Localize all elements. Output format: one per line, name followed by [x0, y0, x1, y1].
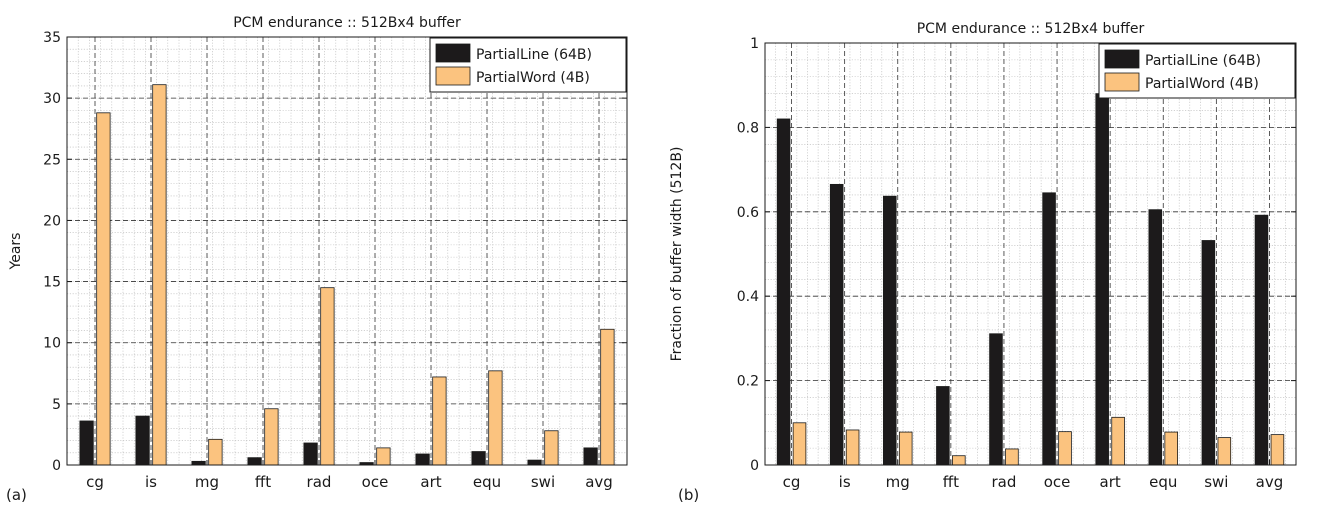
- x-tick-label-is: is: [145, 473, 157, 491]
- bar-partialline-mg: [191, 460, 206, 466]
- bar-partialword-is: [845, 429, 860, 466]
- bar-partialword-art: [432, 376, 447, 466]
- bar-partialline-rad: [303, 442, 318, 466]
- legend: PartialLine (64B) PartialWord (4B): [1098, 43, 1296, 99]
- y-tick-label: 0.2: [737, 374, 759, 390]
- bar-partialword-rad: [320, 287, 335, 466]
- x-tick-label-oce: oce: [1044, 473, 1071, 491]
- x-tick-label-rad: rad: [992, 473, 1017, 491]
- x-tick-label-fft: fft: [255, 473, 271, 491]
- y-tick-label: 0.8: [737, 120, 759, 136]
- panel-label: (b): [678, 486, 699, 504]
- bar-partialword-oce: [376, 447, 391, 466]
- y-tick-label: 0: [52, 458, 61, 474]
- bar-partialword-fft: [952, 455, 966, 466]
- bar-partialword-rad: [1005, 448, 1019, 466]
- legend-label-partialword: PartialWord (4B): [1145, 76, 1259, 92]
- bars: [79, 84, 615, 466]
- bar-partialword-equ: [1164, 431, 1178, 466]
- bar-partialline-art: [415, 453, 430, 466]
- chart-panel-b: 0 0.2 0.4 0.6 0.8 1 cg is mg fft rad oce art equ swi av…: [661, 0, 1322, 513]
- legend-swatch-partialword: [1104, 72, 1140, 92]
- x-tick-label-avg: avg: [1256, 473, 1284, 491]
- axes-frame: [66, 36, 628, 466]
- y-tick-label: 30: [43, 91, 61, 107]
- bar-partialword-swi: [544, 430, 559, 466]
- y-tick-label: 35: [43, 30, 61, 46]
- bar-partialword-oce: [1058, 431, 1072, 466]
- bar-partialword-cg: [792, 422, 807, 466]
- legend-swatch-partialline: [1104, 49, 1140, 69]
- bar-partialword-avg: [600, 328, 615, 466]
- bar-partialline-swi: [527, 459, 542, 466]
- bar-partialword-avg: [1270, 434, 1285, 466]
- y-tick-label: 0.4: [737, 289, 759, 305]
- bar-partialline-rad: [989, 333, 1003, 466]
- y-axis-label: Fraction of buffer width (512B): [669, 147, 685, 362]
- x-tick-label-rad: rad: [307, 473, 332, 491]
- legend-swatch-partialword: [435, 66, 471, 86]
- bar-partialline-avg: [1254, 214, 1269, 466]
- legend: PartialLine (64B) PartialWord (4B): [429, 37, 627, 93]
- bar-partialword-equ: [488, 370, 503, 466]
- y-tick-label: 20: [43, 213, 61, 229]
- bar-partialline-avg: [583, 447, 598, 466]
- y-tick-label: 1: [750, 36, 759, 52]
- bar-partialline-is: [135, 415, 150, 466]
- bar-partialline-cg: [79, 420, 94, 466]
- bar-partialline-oce: [1042, 192, 1056, 466]
- bar-partialline-equ: [471, 451, 486, 466]
- x-tick-label-cg: cg: [783, 473, 801, 491]
- x-tick-label-swi: swi: [1204, 473, 1228, 491]
- x-tick-label-fft: fft: [943, 473, 959, 491]
- legend-label-partialline: PartialLine (64B): [1145, 53, 1261, 69]
- bar-partialword-art: [1111, 416, 1125, 466]
- bar-partialline-fft: [936, 386, 950, 466]
- x-tick-label-mg: mg: [195, 473, 219, 491]
- bar-partialline-mg: [883, 195, 897, 466]
- x-tick-label-equ: equ: [1149, 473, 1177, 491]
- x-tick-label-art: art: [1100, 473, 1121, 491]
- legend-label-partialline: PartialLine (64B): [476, 47, 592, 63]
- legend-swatch-partialline: [435, 43, 471, 63]
- chart-title: PCM endurance :: 512Bx4 buffer: [233, 15, 461, 31]
- bar-partialline-art: [1095, 93, 1109, 466]
- x-tick-label-swi: swi: [531, 473, 555, 491]
- bar-partialword-mg: [898, 431, 913, 466]
- bar-partialword-fft: [264, 408, 279, 466]
- chart-panel-a: 0 5 10 15 20 25 30 35 cg is mg fft rad oce art equ swi av…: [6, 15, 628, 504]
- bar-partialword-is: [152, 84, 167, 466]
- y-tick-label: 0: [750, 458, 759, 474]
- y-tick-label: 25: [43, 152, 61, 168]
- chart-title: PCM endurance :: 512Bx4 buffer: [917, 21, 1145, 37]
- y-tick-label: 5: [52, 397, 61, 413]
- y-tick-label: 10: [43, 336, 61, 352]
- bar-partialline-fft: [247, 457, 262, 466]
- x-tick-label-equ: equ: [473, 473, 501, 491]
- x-tick-label-mg: mg: [886, 473, 910, 491]
- bar-partialword-mg: [208, 438, 223, 466]
- y-tick-label: 15: [43, 275, 61, 291]
- chart-a: 0 5 10 15 20 25 30 35 cg is mg fft rad oce art equ swi av…: [6, 15, 628, 504]
- x-tick-label-art: art: [420, 473, 441, 491]
- bar-partialline-is: [829, 183, 844, 466]
- x-tick-label-oce: oce: [362, 473, 389, 491]
- bar-partialword-cg: [96, 112, 111, 466]
- panel-label: (a): [6, 486, 27, 504]
- y-axis-label: Years: [8, 233, 24, 271]
- x-tick-label-is: is: [839, 473, 851, 491]
- x-tick-label-cg: cg: [86, 473, 104, 491]
- bar-partialline-equ: [1148, 209, 1163, 466]
- legend-label-partialword: PartialWord (4B): [476, 70, 590, 86]
- bar-partialline-swi: [1201, 240, 1216, 466]
- x-tick-label-avg: avg: [585, 473, 613, 491]
- bar-partialline-cg: [776, 118, 791, 466]
- axes-frame: [764, 42, 1297, 466]
- chart-b: 0 0.2 0.4 0.6 0.8 1 cg is mg fft rad oce art equ swi av…: [669, 21, 1297, 504]
- y-tick-label: 0.6: [737, 205, 759, 221]
- bar-partialword-swi: [1217, 437, 1232, 466]
- bars: [776, 93, 1285, 466]
